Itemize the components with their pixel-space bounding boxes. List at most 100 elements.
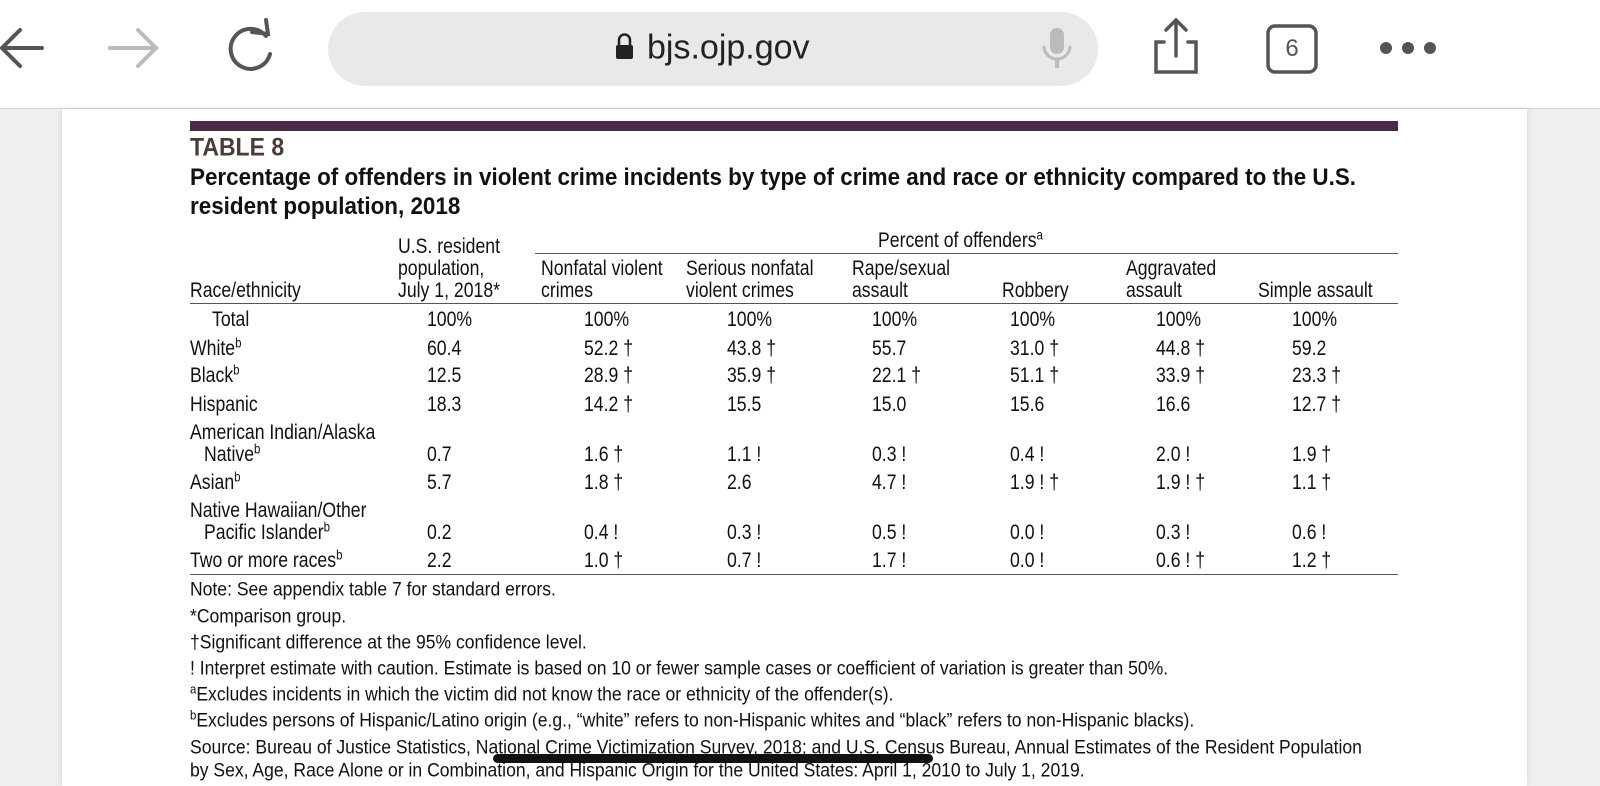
- cell: 15.6: [1010, 393, 1044, 417]
- cell: 1.1 !: [727, 443, 761, 467]
- text: population,: [398, 257, 485, 280]
- text: 12.5: [427, 364, 462, 387]
- row-label: Native Hawaiian/Other: [190, 499, 366, 523]
- text: 22.1 †: [872, 364, 922, 387]
- column-header: Nonfatal violent: [541, 257, 663, 281]
- text: 100%: [427, 308, 473, 331]
- cell: 14.2 †: [584, 393, 633, 417]
- text: Native: [204, 443, 255, 466]
- footnote-marker: b: [190, 708, 197, 723]
- column-header: Rape/sexual: [852, 257, 950, 281]
- column-header: assault: [1126, 279, 1182, 303]
- text: July 1, 2018*: [398, 279, 500, 302]
- cell: 100%: [584, 308, 629, 332]
- cell: 55.7: [872, 337, 906, 361]
- text: 60.4: [427, 337, 462, 360]
- text: 59.2: [1292, 337, 1327, 360]
- column-header: Aggravated: [1126, 257, 1216, 281]
- column-header: July 1, 2018*: [398, 279, 500, 303]
- table-label: TABLE 8: [190, 134, 284, 163]
- rule: [190, 303, 1398, 304]
- text: 15.5: [727, 393, 762, 416]
- text: bjs.ojp.gov: [647, 28, 810, 67]
- text: 1.8 †: [584, 471, 624, 494]
- cell: 23.3 †: [1292, 364, 1341, 388]
- text: Race/ethnicity: [190, 279, 301, 302]
- cell: 0.6 !: [1292, 521, 1326, 545]
- text: Asian: [190, 471, 235, 494]
- cell: 1.9 †: [1292, 443, 1331, 467]
- text: 100%: [1292, 308, 1338, 331]
- row-label: Asianb: [190, 469, 241, 495]
- group-header: Percent of offendersa: [878, 227, 1043, 253]
- text: 1.6 †: [584, 443, 624, 466]
- text: Excludes incidents in which the victim d…: [196, 683, 894, 706]
- text: Black: [190, 364, 234, 387]
- cell: 0.3 !: [1156, 521, 1190, 545]
- text: American Indian/Alaska: [190, 421, 376, 444]
- cell: 51.1 †: [1010, 364, 1059, 388]
- row-label: Hispanic: [190, 393, 258, 417]
- column-header: Simple assault: [1258, 279, 1373, 303]
- note: bExcludes persons of Hispanic/Latino ori…: [190, 708, 1194, 733]
- text: Aggravated: [1126, 257, 1217, 280]
- cell: 100%: [727, 308, 772, 332]
- cell: 0.3 !: [727, 521, 761, 545]
- cell: 1.0 †: [584, 549, 623, 573]
- text: Two or more races: [190, 549, 337, 572]
- cell: 0.0 !: [1010, 549, 1044, 573]
- text: 15.6: [1010, 393, 1045, 416]
- mic-button[interactable]: [1042, 28, 1072, 68]
- home-indicator: [493, 754, 933, 763]
- rule: [535, 253, 1398, 254]
- cell: 1.9 ! †: [1010, 471, 1059, 495]
- text: 23.3 †: [1292, 364, 1342, 387]
- text: 0.7 !: [727, 549, 762, 572]
- tabs-button[interactable]: [1266, 24, 1318, 74]
- text: 0.6 !: [1292, 521, 1327, 544]
- column-header: Robbery: [1002, 279, 1069, 303]
- text: 1.1 !: [727, 443, 762, 466]
- cell: 15.0: [872, 393, 906, 417]
- note: aExcludes incidents in which the victim …: [190, 683, 894, 707]
- reload-button[interactable]: [228, 18, 272, 71]
- text: 18.3: [427, 393, 462, 416]
- text: Percentage of offenders in violent crime…: [190, 164, 1356, 220]
- table-title: Percentage of offenders in violent crime…: [190, 163, 1398, 221]
- footnote-marker: b: [235, 335, 242, 351]
- text: 0.2: [427, 521, 452, 544]
- menu-button[interactable]: [1380, 42, 1436, 54]
- share-button[interactable]: [1154, 17, 1198, 74]
- cell: 0.7 !: [727, 549, 761, 573]
- cell: 2.6: [727, 471, 752, 495]
- footnote-marker: b: [234, 469, 241, 485]
- footnote-marker: a: [1036, 227, 1043, 243]
- text: 0.0 !: [1010, 549, 1045, 572]
- back-button[interactable]: [0, 28, 44, 68]
- text: 2.0 !: [1156, 443, 1191, 466]
- address-bar[interactable]: [328, 12, 1098, 86]
- cell: 100%: [1010, 308, 1055, 332]
- cell: 1.6 †: [584, 443, 623, 467]
- cell: 1.1 †: [1292, 471, 1331, 495]
- text: crimes: [541, 279, 593, 302]
- text: 33.9 †: [1156, 364, 1206, 387]
- text: 55.7: [872, 337, 907, 360]
- text: Note: See appendix table 7 for standard …: [190, 578, 556, 601]
- text: 0.4 !: [584, 521, 619, 544]
- text: 52.2 †: [584, 337, 634, 360]
- text: 31.0 †: [1010, 337, 1060, 360]
- note: Source: Bureau of Justice Statistics, Na…: [190, 737, 1362, 760]
- column-header: Race/ethnicity: [190, 279, 301, 303]
- text: 1.7 !: [872, 549, 907, 572]
- cell: 60.4: [427, 337, 461, 361]
- text: 0.3 !: [727, 521, 762, 544]
- cell: 15.5: [727, 393, 761, 417]
- cell: 100%: [1156, 308, 1201, 332]
- note: ! Interpret estimate with caution. Estim…: [190, 658, 1168, 681]
- cell: 2.0 !: [1156, 443, 1190, 467]
- forward-button[interactable]: [108, 28, 159, 68]
- cell: 1.7 !: [872, 549, 906, 573]
- text: TABLE 8: [190, 133, 285, 162]
- text: 28.9 †: [584, 364, 634, 387]
